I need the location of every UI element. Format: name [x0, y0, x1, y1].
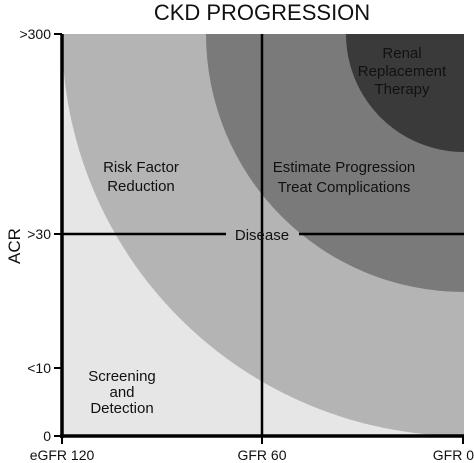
risk-factor-label: Risk Factor Reduction [103, 159, 179, 195]
diagram-title: CKD PROGRESSION [154, 0, 370, 25]
x-tick-label: eGFR 120 [30, 447, 95, 463]
estimate-label-line: Estimate Progression [273, 159, 416, 176]
x-tick-label: GFR 0 [433, 447, 474, 463]
screening-label-line: and [109, 384, 134, 401]
risk-factor-label-line: Reduction [107, 178, 175, 195]
screening-label-line: Screening [88, 368, 156, 385]
renal-label-line: Replacement [358, 63, 447, 80]
x-tick-label: GFR 60 [237, 447, 286, 463]
y-axis-ticks [54, 33, 62, 437]
estimate-progression-label: Estimate Progression Treat Complications [273, 159, 416, 196]
y-tick-label: 0 [43, 428, 51, 444]
y-tick-label: >300 [19, 26, 51, 42]
risk-factor-label-line: Risk Factor [103, 159, 179, 176]
screening-label-line: Detection [90, 400, 153, 417]
renal-label-line: Therapy [374, 81, 430, 98]
renal-replacement-zone [346, 34, 464, 152]
y-tick-label: >30 [27, 226, 51, 242]
y-axis-title: ACR [5, 228, 24, 264]
plot-area [62, 34, 464, 436]
renal-label-line: Renal [382, 45, 421, 62]
y-tick-label: <10 [27, 360, 51, 376]
renal-replacement-label: Renal Replacement Therapy [358, 45, 447, 98]
screening-label: Screening and Detection [88, 368, 156, 417]
disease-label: Disease [235, 227, 289, 244]
estimate-label-line: Treat Complications [278, 179, 411, 196]
x-axis-ticks [61, 436, 464, 444]
